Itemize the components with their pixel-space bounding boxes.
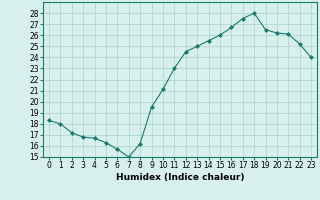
X-axis label: Humidex (Indice chaleur): Humidex (Indice chaleur) [116, 173, 244, 182]
